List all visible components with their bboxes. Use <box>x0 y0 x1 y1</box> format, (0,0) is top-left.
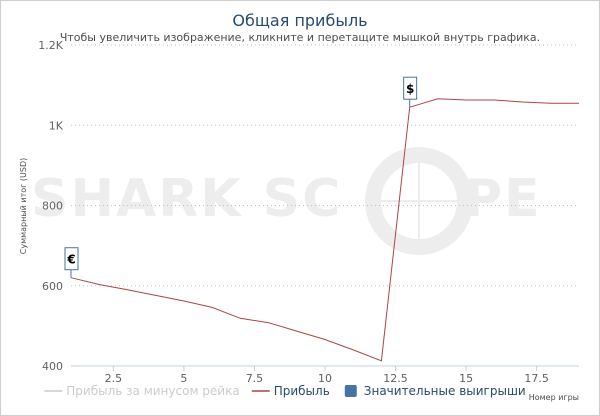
x-tick-label: 12.5 <box>383 372 408 385</box>
grid-lines <box>71 44 579 287</box>
flags[interactable]: €$ <box>64 76 418 278</box>
series[interactable] <box>70 98 579 362</box>
watermark-crosshair-icon <box>365 147 473 255</box>
chart-subtitle: Чтобы увеличить изображение, кликните и … <box>60 31 540 44</box>
legend-item[interactable]: Прибыль за минусом рейка <box>44 384 240 398</box>
chart-title: Общая прибыль <box>232 11 367 30</box>
legend-item[interactable]: Значительные выигрыши <box>344 384 526 398</box>
legend[interactable]: Прибыль за минусом рейка Прибыль Значитель… <box>44 384 526 398</box>
x-tick-label: 2.5 <box>105 372 123 385</box>
flag-label: € <box>66 253 75 267</box>
x-tick-label: 17.5 <box>524 372 549 385</box>
y-axis-title: Суммарный итог (USD) <box>19 158 28 255</box>
axes: 400 600 800 1K 1.2K 2.5 5 7.5 10 12.5 15 17.5 <box>38 39 579 385</box>
x-tick-label: 7.5 <box>246 372 264 385</box>
watermark-text-left: SHARK SC <box>31 169 342 229</box>
profit-series-line[interactable] <box>70 98 579 362</box>
y-tick-label: 800 <box>42 200 63 213</box>
y-tick-label: 600 <box>42 280 63 293</box>
legend-label: Прибыль за минусом рейка <box>66 384 239 398</box>
flag-box <box>403 76 418 100</box>
flag-box <box>64 247 79 271</box>
flag-marker[interactable]: € <box>64 247 79 278</box>
flag-marker[interactable]: $ <box>403 76 418 108</box>
legend-label: Прибыль <box>274 384 330 398</box>
y-tick-label: 400 <box>42 360 63 373</box>
legend-item[interactable]: Прибыль <box>251 384 330 398</box>
watermark: SHARK SC PE <box>31 147 542 255</box>
legend-symbol <box>344 385 357 397</box>
x-tick-label: 10 <box>318 372 332 385</box>
y-tick-label: 1.2K <box>38 39 63 52</box>
watermark-text-right: PE <box>464 169 542 229</box>
legend-label: Значительные выигрыши <box>364 384 526 398</box>
x-tick-label: 5 <box>180 372 187 385</box>
x-axis-title: Номер игры <box>529 393 579 402</box>
x-tick-label: 15 <box>459 372 473 385</box>
flag-label: $ <box>406 82 414 96</box>
y-tick-label: 1K <box>49 119 64 132</box>
